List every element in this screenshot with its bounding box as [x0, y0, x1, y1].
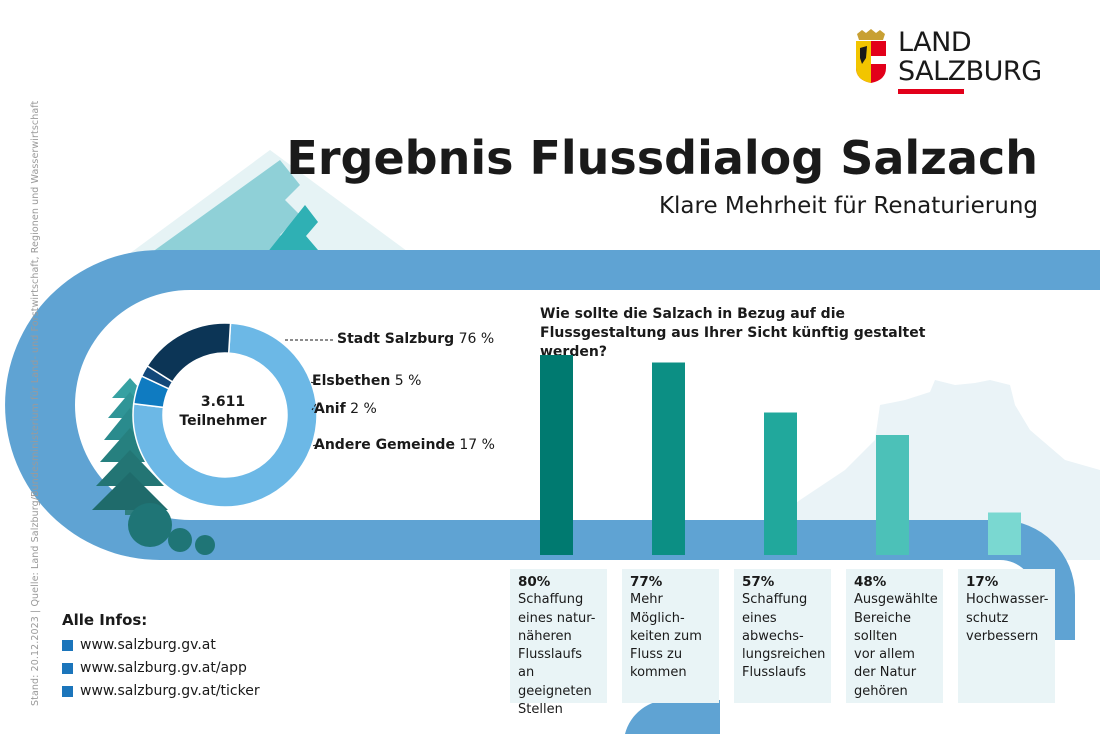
- info-link-row[interactable]: www.salzburg.gv.at/app: [62, 657, 260, 680]
- bar-label-card: 77% Mehr Möglich- keiten zum Fluss zu kom…: [622, 569, 719, 703]
- bar-value-label: 77%: [630, 574, 663, 590]
- bullet-square-icon: [62, 686, 73, 697]
- bar-value-label: 80%: [518, 574, 551, 590]
- bar-label-card: 17% Hochwasser- schutz verbessern: [958, 569, 1055, 703]
- info-link[interactable]: www.salzburg.gv.at/ticker: [80, 683, 260, 699]
- legend-label: Elsbethen: [312, 373, 391, 389]
- page-title: Ergebnis Flussdialog Salzach: [286, 131, 1038, 185]
- bullet-square-icon: [62, 640, 73, 651]
- legend-item: Anif 2 %: [314, 401, 377, 417]
- bar-value-label: 48%: [854, 574, 887, 590]
- info-link[interactable]: www.salzburg.gv.at: [80, 637, 216, 653]
- info-title: Alle Infos:: [62, 611, 148, 629]
- info-link[interactable]: www.salzburg.gv.at/app: [80, 660, 247, 676]
- river-band: [5, 250, 1100, 640]
- participants-count: 3.611: [200, 394, 246, 410]
- legend-value: 17 %: [454, 437, 495, 453]
- legend-label: Andere Gemeinde: [314, 437, 455, 453]
- participants-label: Teilnehmer: [179, 413, 267, 429]
- bar-category-label: Ausgewählte Bereiche sollten vor allem d…: [854, 592, 938, 699]
- bar-label-card: 48% Ausgewählte Bereiche sollten vor alle…: [846, 569, 943, 703]
- bar-category-label: Schaffung eines abwechs- lungsreichen Fl…: [742, 592, 826, 681]
- bar-label-card: 57% Schaffung eines abwechs- lungsreichen…: [734, 569, 831, 703]
- brand-accent-bar: [898, 89, 964, 94]
- info-link-row[interactable]: www.salzburg.gv.at: [62, 634, 260, 657]
- info-link-row[interactable]: www.salzburg.gv.at/ticker: [62, 680, 260, 703]
- brand-line-1: LAND: [898, 27, 972, 58]
- legend-value: 76 %: [454, 331, 495, 347]
- brand-logo-text: LAND SALZBURG: [898, 28, 1042, 86]
- bar-category-label: Hochwasser- schutz verbessern: [966, 592, 1049, 644]
- bar-category-label: Schaffung eines natur- näheren Flusslauf…: [518, 592, 596, 718]
- info-links: Alle Infos: www.salzburg.gv.at www.salzb…: [62, 611, 260, 703]
- legend-label: Stadt Salzburg: [337, 331, 455, 347]
- mountain-shape: [130, 160, 305, 268]
- bar-category-label: Mehr Möglich- keiten zum Fluss zu kommen: [630, 592, 702, 681]
- source-note: Stand: 20.12.2023 | Quelle: Land Salzbur…: [30, 100, 41, 706]
- coat-of-arms-icon: [856, 29, 886, 83]
- participants-total: 3.611 Teilnehmer: [168, 393, 278, 431]
- survey-question: Wie sollte die Salzach in Bezug auf die …: [540, 306, 926, 360]
- bar-value-label: 57%: [742, 574, 775, 590]
- legend-item: Stadt Salzburg 76 %: [337, 331, 494, 347]
- legend-item: Andere Gemeinde 17 %: [314, 437, 495, 453]
- legend-item: Elsbethen 5 %: [312, 373, 421, 389]
- legend-label: Anif: [314, 401, 346, 417]
- river-bottom: [625, 699, 720, 734]
- bar-label-card: 80% Schaffung eines natur- näheren Flussl…: [510, 569, 607, 717]
- legend-value: 5 %: [390, 373, 422, 389]
- page-subtitle: Klare Mehrheit für Renaturierung: [658, 193, 1038, 219]
- bullet-square-icon: [62, 663, 73, 674]
- bar-value-label: 17%: [966, 574, 999, 590]
- bushes: [128, 503, 215, 555]
- brand-line-2: SALZBURG: [898, 56, 1042, 87]
- legend-value: 2 %: [345, 401, 377, 417]
